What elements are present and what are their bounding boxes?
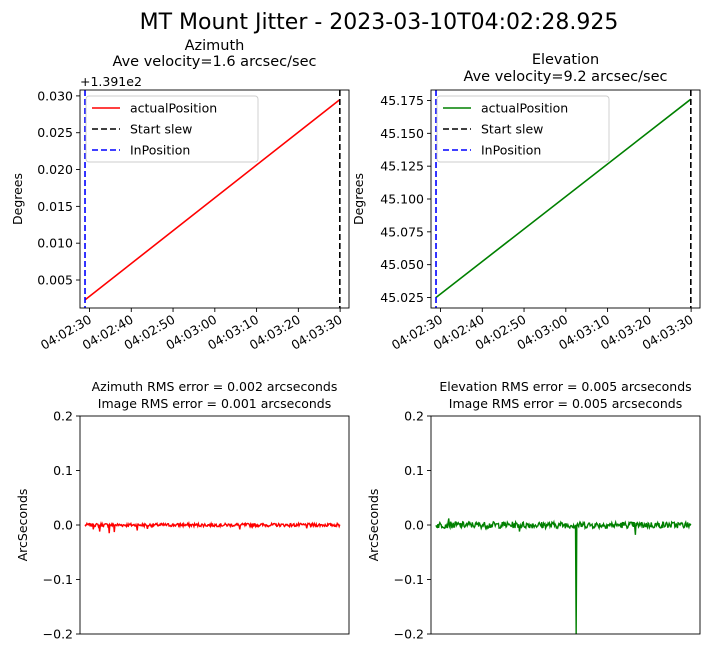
subplot-4: Elevation RMS error = 0.005 arcseconds Im… (366, 379, 701, 642)
legend-label: InPosition (130, 143, 190, 158)
subplot-title-line: Azimuth RMS error = 0.002 arcseconds (92, 379, 338, 394)
y-tick-label: −0.2 (394, 627, 424, 642)
y-tick-label: −0.1 (43, 572, 73, 587)
y-tick-label: 0.030 (37, 88, 73, 103)
y-tick-label: 0.015 (37, 199, 73, 214)
y-axis-label: ArcSeconds (15, 489, 30, 562)
legend: actualPosition Start slew InPosition (436, 95, 610, 163)
plot-area (435, 518, 692, 634)
y-tick-label: 0.1 (53, 463, 73, 478)
legend-label: Start slew (130, 122, 192, 137)
legend-box (436, 95, 610, 163)
y-axis-label: Degrees (351, 173, 366, 225)
y-tick-label: 45.125 (380, 159, 424, 174)
y-tick-label: 0.0 (404, 518, 424, 533)
y-tick-label: 0.005 (37, 273, 73, 288)
y-axis-label: Degrees (10, 173, 25, 225)
subplot-title-line: Image RMS error = 0.001 arcseconds (98, 396, 331, 411)
subplot-3: Azimuth RMS error = 0.002 arcseconds Imag… (15, 379, 350, 642)
legend-label: Start slew (481, 122, 543, 137)
plot-area (84, 90, 341, 308)
y-tick-label: 45.025 (380, 290, 424, 305)
legend-label: actualPosition (130, 101, 217, 116)
legend-box (85, 95, 259, 163)
subplot-title-line: Azimuth (185, 38, 245, 54)
subplot-title-line: Ave velocity=9.2 arcsec/sec (464, 69, 668, 85)
y-tick-label: 0.1 (404, 463, 424, 478)
y-offset-text: +1.391e2 (80, 74, 142, 89)
plot-area (84, 520, 341, 534)
y-tick-label: 45.075 (380, 224, 424, 239)
y-tick-label: 0.2 (404, 409, 424, 424)
error-series-line (435, 518, 692, 634)
y-tick-label: 45.150 (380, 126, 424, 141)
subplot-title-line: Elevation RMS error = 0.005 arcseconds (439, 379, 691, 394)
y-tick-label: 45.050 (380, 257, 424, 272)
y-tick-label: 0.010 (37, 236, 73, 251)
legend: actualPosition Start slew InPosition (85, 95, 259, 163)
y-tick-label: −0.2 (43, 627, 73, 642)
series-line-actualPosition (84, 98, 341, 301)
plot-area (435, 90, 692, 308)
legend-label: actualPosition (481, 101, 568, 116)
subplot-title-line: Image RMS error = 0.005 arcseconds (449, 396, 682, 411)
y-tick-label: 0.020 (37, 162, 73, 177)
y-tick-label: 0.0 (53, 518, 73, 533)
y-tick-label: 0.2 (53, 409, 73, 424)
series-line-actualPosition (435, 98, 692, 299)
y-tick-label: 45.175 (380, 93, 424, 108)
y-tick-label: 45.100 (380, 192, 424, 207)
subplot-title-line: Elevation (532, 52, 599, 68)
y-tick-label: 0.025 (37, 125, 73, 140)
legend-label: InPosition (481, 143, 541, 158)
subplot-title-line: Ave velocity=1.6 arcsec/sec (113, 54, 317, 70)
y-tick-label: −0.1 (394, 572, 424, 587)
error-series-line (84, 520, 341, 534)
y-axis-label: ArcSeconds (366, 489, 381, 562)
figure-suptitle: MT Mount Jitter - 2023-03-10T04:02:28.92… (140, 10, 619, 35)
